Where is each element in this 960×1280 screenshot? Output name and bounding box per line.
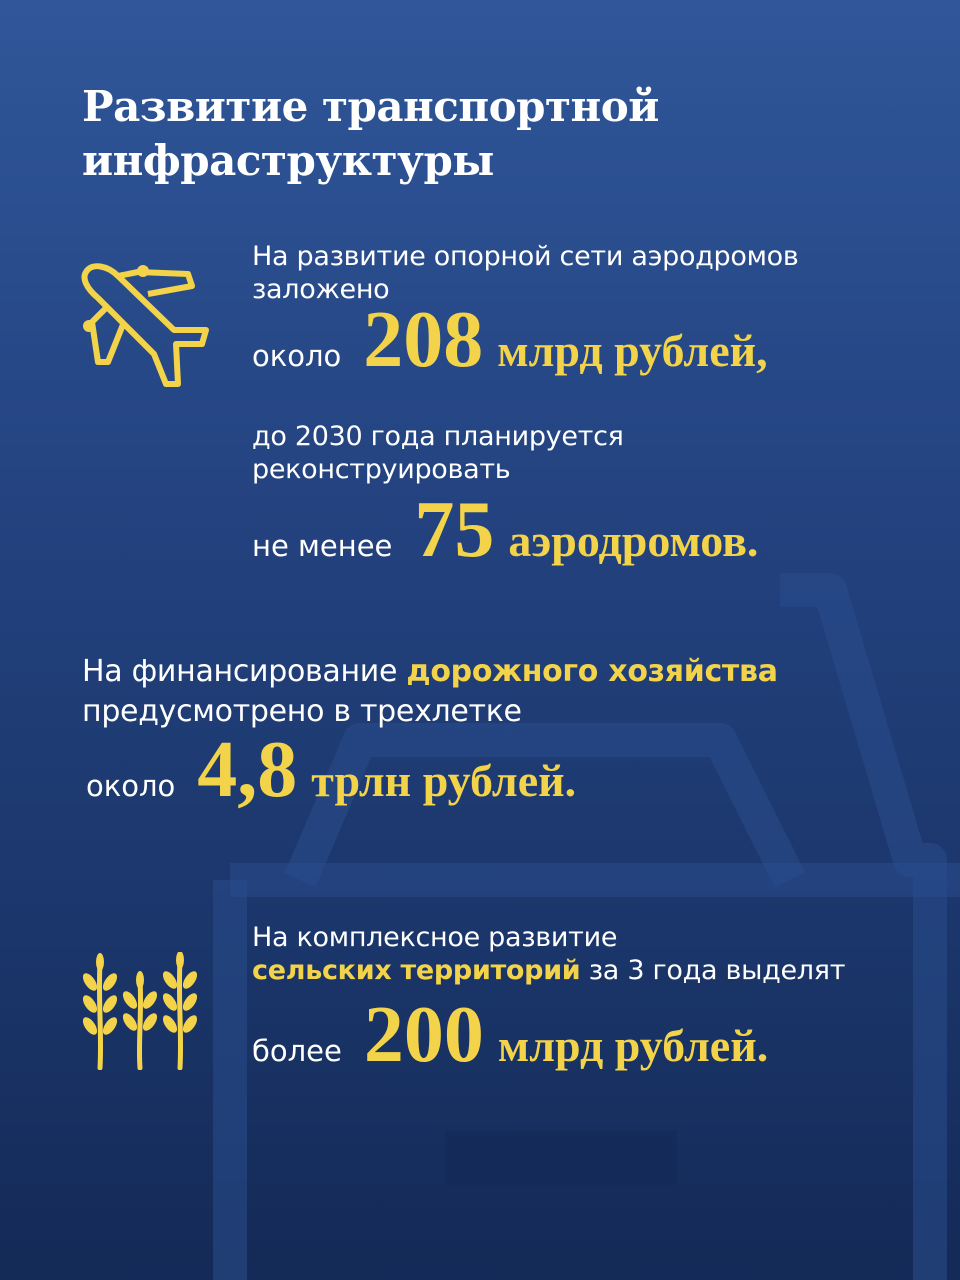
roads-amount: около 4,8 трлн рублей. [86, 730, 576, 810]
amount-unit: трлн рублей. [311, 755, 577, 806]
amount-lead: более [252, 1034, 342, 1068]
count-lead: не менее [252, 529, 393, 563]
airports-line-4: реконструировать [252, 454, 511, 485]
rural-line-2: сельских территорий за 3 года выделят [252, 955, 845, 987]
amount-value: 4,8 [197, 726, 298, 814]
amount-lead: около [86, 769, 176, 803]
rural-highlight: сельских территорий [252, 955, 581, 986]
amount-value: 208 [363, 296, 484, 384]
roads-prefix: На финансирование [82, 654, 398, 689]
rural-line-1: На комплексное развитие [252, 922, 618, 953]
wheat-icon [82, 952, 198, 1070]
count-value: 75 [414, 486, 495, 574]
airports-count: не менее 75 аэродромов. [252, 490, 758, 570]
airports-line-3: до 2030 года планируется [252, 421, 624, 452]
roads-line-2: предусмотрено в трехлетке [82, 694, 522, 729]
amount-lead: около [252, 339, 342, 373]
roads-line-1: На финансирование дорожного хозяйства [82, 655, 778, 689]
rural-suffix: за 3 года выделят [588, 955, 846, 986]
page-title: Развитие транспортной инфраструктуры [82, 80, 659, 188]
airports-amount: около 208 млрд рублей, [252, 300, 768, 380]
title-line-1: Развитие транспортной [82, 82, 659, 131]
roads-highlight: дорожного хозяйства [406, 654, 778, 689]
title-line-2: инфраструктуры [82, 136, 494, 185]
airports-line-1: На развитие опорной сети аэродромов [252, 241, 799, 272]
amount-unit: млрд рублей. [497, 1020, 769, 1071]
amount-unit: млрд рублей, [497, 325, 768, 376]
rural-amount: более 200 млрд рублей. [252, 995, 768, 1075]
count-unit: аэродромов. [508, 515, 759, 566]
airplane-icon [81, 263, 209, 387]
airports-line-2: заложено [252, 274, 390, 305]
amount-value: 200 [363, 991, 484, 1079]
